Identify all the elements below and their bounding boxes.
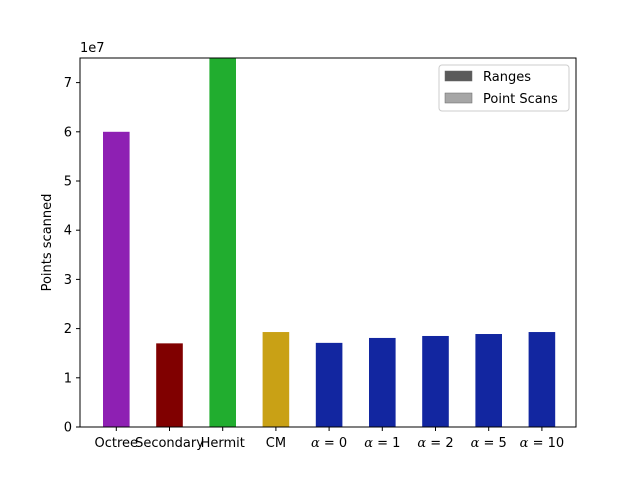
bar-1 — [156, 343, 183, 427]
x-tick-label-2: Hermit — [201, 436, 245, 451]
legend-label-1: Point Scans — [483, 92, 558, 107]
bar-5 — [369, 337, 396, 427]
x-tick-label-8: α = 10 — [520, 436, 564, 451]
x-tick-label-symbol: α — [520, 436, 529, 451]
x-tick-label-4: α = 0 — [311, 436, 347, 451]
bar-7 — [475, 334, 502, 427]
y-tick-label-5: 5 — [64, 175, 72, 190]
legend: Ranges Point Scans — [438, 64, 570, 112]
y-tick-label-2: 2 — [64, 322, 72, 337]
x-tick-label-value: = 1 — [373, 436, 400, 451]
y-axis-ticks: 0 1 2 3 4 5 6 7 — [64, 76, 80, 436]
y-axis-label: Points scanned — [40, 194, 55, 292]
bar-6 — [422, 335, 449, 427]
legend-label-0: Ranges — [483, 70, 531, 85]
bar-0 — [103, 131, 130, 428]
y-tick-label-3: 3 — [64, 273, 72, 288]
y-tick-label-6: 6 — [64, 125, 72, 140]
x-tick-label-value: = 10 — [528, 436, 564, 451]
bar-4 — [315, 342, 343, 427]
x-tick-label-7: α = 5 — [471, 436, 507, 451]
y-offset-label: 1e7 — [80, 41, 105, 56]
x-tick-label-value: = 5 — [479, 436, 506, 451]
plot-frame — [79, 57, 577, 428]
bars-group — [103, 58, 556, 428]
x-tick-label-3: CM — [266, 436, 286, 451]
bar-2 — [209, 58, 236, 427]
x-tick-label-1: Secondary — [135, 436, 204, 451]
y-tick-label-1: 1 — [64, 371, 72, 386]
x-tick-label-6: α = 2 — [417, 436, 453, 451]
legend-swatch-1 — [444, 92, 473, 104]
bar-3 — [262, 332, 290, 427]
x-tick-label-5: α = 1 — [364, 436, 400, 451]
y-tick-label-7: 7 — [64, 76, 72, 91]
y-tick-label-0: 0 — [64, 421, 72, 436]
x-tick-label-symbol: α — [417, 436, 426, 451]
x-tick-label-symbol: α — [364, 436, 373, 451]
x-tick-label-symbol: α — [471, 436, 480, 451]
x-tick-label-0: Octree — [95, 436, 139, 451]
bar-8 — [528, 332, 556, 427]
x-tick-label-symbol: α — [311, 436, 320, 451]
y-tick-label-4: 4 — [64, 224, 72, 239]
x-tick-label-value: = 2 — [426, 436, 453, 451]
legend-swatch-0 — [444, 70, 473, 82]
x-tick-label-value: = 0 — [320, 436, 347, 451]
